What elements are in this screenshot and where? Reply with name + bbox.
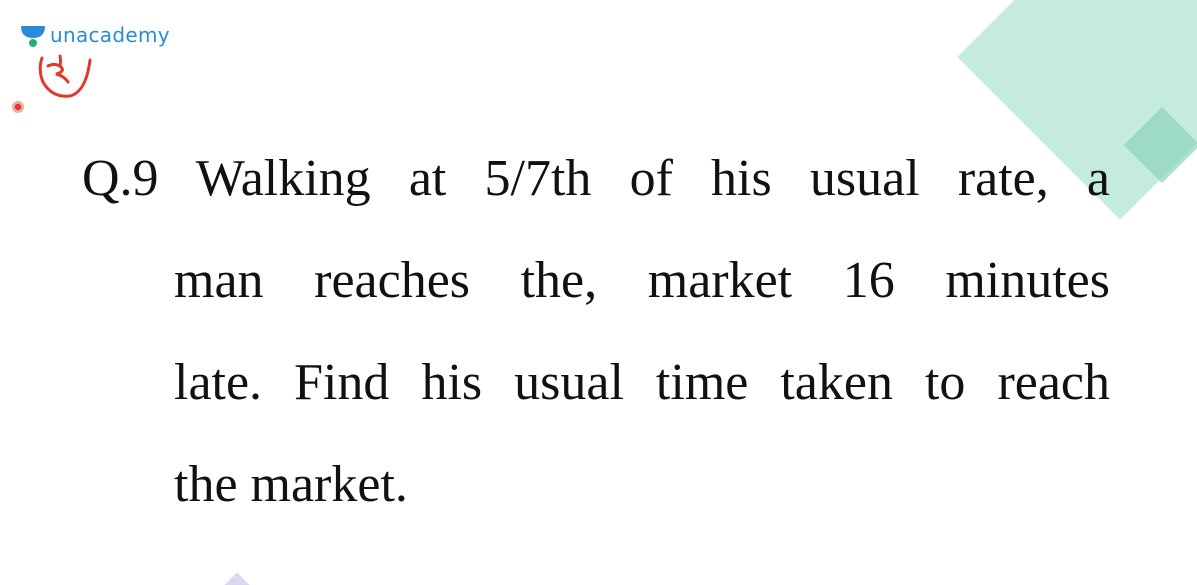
decorative-diamond-small [1123,106,1197,184]
handwritten-annotation [38,54,92,98]
brand-name: unacademy [50,23,170,47]
question-line-3: late. Find his usual time taken to reach [174,354,1110,411]
brand-logo: unacademy [20,22,170,48]
question-line-1: Q.9 Walking at 5/7th of his usual rate, … [82,150,1110,207]
unacademy-logo-icon [21,26,45,47]
decorative-diamond-bottom [221,572,253,585]
laser-pointer-icon [12,101,24,113]
question-line-2: man reaches the, market 16 minutes [174,252,1110,309]
question-text: Q.9 Walking at 5/7th of his usual rate, … [82,128,1110,536]
question-line-4: the market. [174,456,408,513]
